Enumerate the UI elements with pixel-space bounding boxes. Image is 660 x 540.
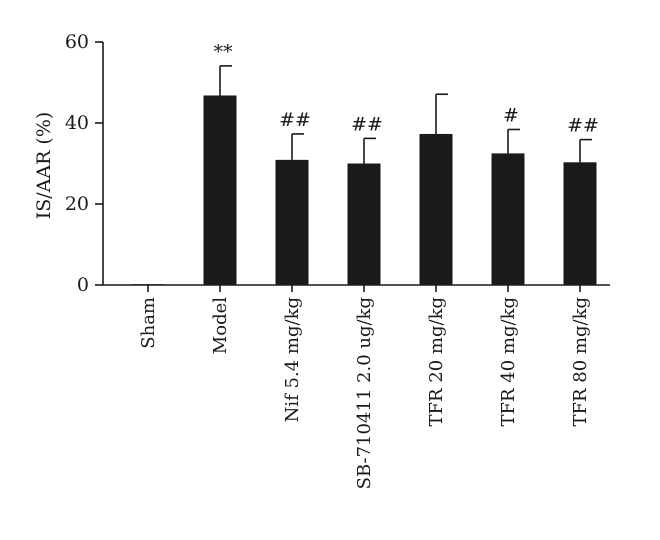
bars: **## ## # ## bbox=[131, 41, 599, 286]
y-tick-label: 20 bbox=[65, 193, 89, 215]
x-category-label: TFR 40 mg/kg bbox=[498, 297, 519, 426]
x-category-label: TFR 20 mg/kg bbox=[426, 297, 447, 426]
y-axis: 0 20 40 60 bbox=[65, 31, 104, 296]
y-axis-title: IS/AAR (%) bbox=[33, 112, 55, 220]
bar bbox=[347, 163, 381, 285]
x-category-label: Model bbox=[210, 297, 231, 354]
y-tick-label: 0 bbox=[77, 274, 89, 296]
significance-mark: # bbox=[503, 104, 519, 126]
significance-mark: ## bbox=[351, 113, 383, 135]
x-axis: Sham Model Nif 5.4 mg/kg SB-710411 2.0 ug/k… bbox=[103, 284, 610, 489]
y-tick-label: 40 bbox=[65, 112, 89, 134]
bar bbox=[563, 162, 597, 285]
bar bbox=[419, 133, 453, 285]
bar bbox=[275, 159, 309, 285]
significance-mark: ** bbox=[214, 41, 234, 63]
x-category-label: Nif 5.4 mg/kg bbox=[282, 297, 303, 422]
bar bbox=[491, 153, 525, 285]
significance-mark: ## bbox=[567, 115, 599, 137]
x-category-label: TFR 80 mg/kg bbox=[570, 297, 591, 426]
x-category-label: SB-710411 2.0 ug/kg bbox=[354, 297, 375, 489]
bar bbox=[203, 95, 237, 286]
x-category-label: Sham bbox=[138, 297, 159, 349]
significance-mark: ## bbox=[279, 109, 311, 131]
y-tick-label: 60 bbox=[65, 31, 89, 53]
